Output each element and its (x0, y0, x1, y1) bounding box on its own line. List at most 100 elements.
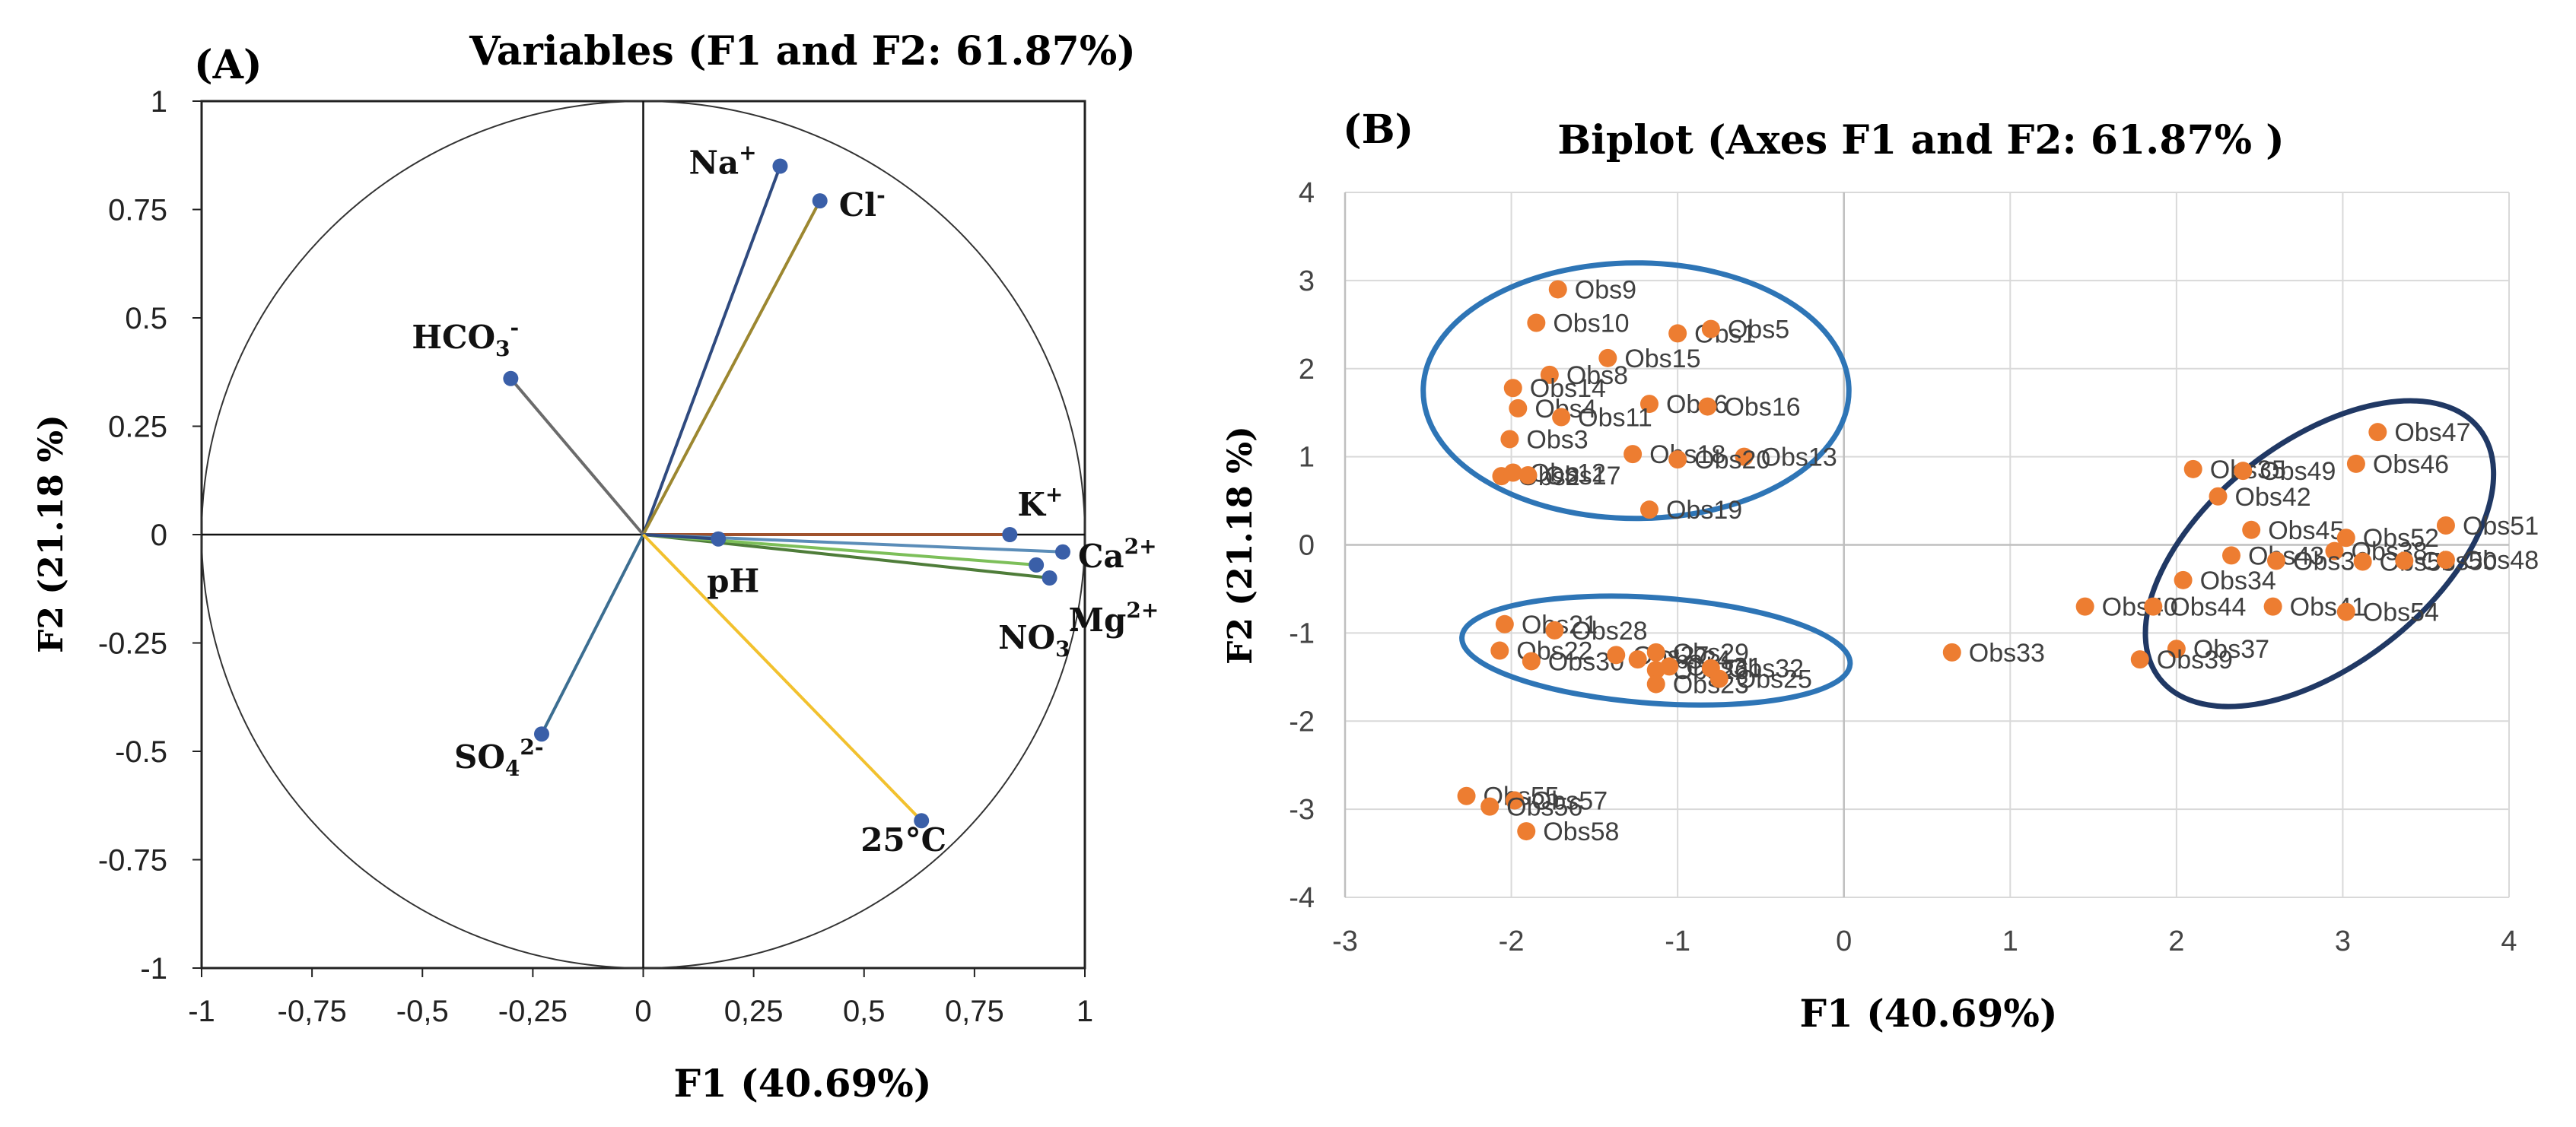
vector-ph (643, 533, 719, 541)
variable-label-t25: 25°C (860, 821, 946, 859)
point-obs13 (1735, 447, 1754, 466)
point-label-obs50: Obs50 (2421, 547, 2497, 576)
point-label-obs46: Obs46 (2373, 450, 2449, 479)
point-obs43 (2221, 546, 2240, 565)
point-obs48 (2436, 551, 2455, 570)
vector-mg (643, 533, 1050, 579)
panel-b-y-tick-label: 2 (1299, 354, 1315, 386)
point-obs40 (2075, 597, 2094, 616)
cluster-ellipse-lower-left (1459, 593, 1853, 708)
vector-cl (641, 200, 822, 535)
point-label-obs13: Obs13 (1761, 443, 1837, 472)
point-obs41 (2263, 597, 2282, 616)
panel-b-x-tick-label: 0 (1836, 925, 1852, 957)
point-obs36 (2267, 551, 2285, 570)
panel-a-y-tick-label: 0 (151, 519, 167, 552)
point-label-obs33: Obs33 (1969, 639, 2045, 668)
panel-a-y-axis-label: F2 (21.18 %) (32, 414, 71, 653)
vector-tip-so4 (533, 726, 549, 742)
panel-b-y-tick-label: -1 (1289, 617, 1315, 649)
point-label-obs40: Obs40 (2102, 593, 2178, 622)
point-label-obs42: Obs42 (2235, 483, 2311, 512)
point-obs29 (1646, 643, 1665, 662)
variable-label-na: Na+ (689, 141, 756, 182)
point-obs49 (2234, 462, 2253, 481)
point-label-obs18: Obs18 (1649, 440, 1725, 469)
point-obs58 (1517, 822, 1536, 841)
point-label-obs32: Obs32 (1728, 655, 1804, 684)
point-label-obs5: Obs5 (1728, 316, 1789, 344)
point-obs51 (2436, 516, 2455, 535)
point-label-obs34: Obs34 (2200, 567, 2276, 595)
vector-t25 (642, 533, 923, 822)
panel-a-y-tick-label: -1 (140, 952, 167, 986)
point-obs27 (1607, 646, 1626, 665)
variable-label-k: K+ (1017, 482, 1063, 523)
panel-b-x-tick-label: 4 (2501, 925, 2517, 957)
point-obs33 (1942, 643, 1961, 662)
point-obs38 (2325, 541, 2344, 560)
variable-label-cl: Cl- (839, 183, 886, 224)
point-label-obs57: Obs57 (1531, 787, 1608, 816)
point-obs5 (1701, 319, 1720, 338)
point-obs22 (1490, 641, 1509, 660)
point-label-obs44: Obs44 (2170, 593, 2246, 622)
panel-b-x-tick-label: -1 (1665, 925, 1690, 957)
point-obs37 (2167, 640, 2186, 659)
point-label-obs54: Obs54 (2363, 598, 2439, 627)
point-obs50 (2395, 551, 2414, 570)
point-label-obs9: Obs9 (1575, 275, 1636, 304)
point-label-obs3: Obs3 (1526, 425, 1588, 454)
panel-a-x-tick-label: 0,75 (945, 995, 1004, 1028)
panel-a-y-tick-label: -0.25 (98, 627, 167, 661)
point-label-obs43: Obs43 (2248, 541, 2324, 570)
point-obs55 (1457, 786, 1476, 805)
point-label-obs52: Obs52 (2363, 524, 2439, 553)
variable-label-so4: SO42- (454, 735, 544, 781)
panel-a-x-tick-label: 0 (634, 995, 651, 1028)
vector-hco3 (509, 377, 645, 536)
panel-a-x-tick-label: -0,75 (278, 995, 347, 1028)
point-obs15 (1598, 348, 1617, 367)
panel-b-x-tick-label: -2 (1499, 925, 1525, 957)
variable-label-mg: Mg2+ (1069, 598, 1159, 639)
point-obs31 (1660, 657, 1679, 676)
variable-label-no3: NO3- (998, 615, 1079, 662)
panel-b-y-tick-label: 4 (1299, 177, 1315, 209)
panel-b-x-axis-label: F1 (40.69%) (1799, 991, 2057, 1036)
point-label-obs10: Obs10 (1553, 309, 1629, 338)
point-label-obs49: Obs49 (2260, 457, 2336, 486)
panel-b-label: (B) (1343, 106, 1414, 153)
point-obs20 (1668, 450, 1687, 469)
point-label-obs47: Obs47 (2394, 418, 2470, 447)
panel-b-x-tick-label: 1 (2002, 925, 2018, 957)
point-label-obs19: Obs19 (1666, 496, 1742, 525)
panel-a-y-tick-label: 0.5 (125, 302, 167, 335)
vector-tip-ph (711, 531, 727, 547)
variable-label-ph: pH (707, 563, 759, 600)
panel-a-correlation-circle: (A) Variables (F1 and F2: 61.87%) F1 (40… (32, 28, 1159, 1106)
point-label-obs14: Obs14 (1530, 374, 1606, 403)
panel-b-ticks: -3 -2 -1 0 1 2 3 4 4 3 2 1 0 -1 -2 -3 -4 (1289, 177, 2517, 957)
point-obs14 (1503, 379, 1522, 398)
point-obs6 (1639, 395, 1658, 414)
point-label-obs39: Obs39 (2157, 646, 2233, 675)
panel-a-x-tick-label: 1 (1077, 995, 1093, 1028)
panel-b-y-tick-label: -2 (1289, 706, 1315, 738)
point-obs8 (1540, 365, 1559, 384)
panel-b-title: Biplot (Axes F1 and F2: 61.87% ) (1557, 117, 2285, 163)
vector-tip-cl (812, 193, 828, 209)
panel-a-y-tick-label: -0.75 (98, 844, 167, 878)
point-label-obs45: Obs45 (2268, 516, 2344, 545)
point-label-obs20: Obs20 (1694, 446, 1770, 475)
point-obs42 (2209, 487, 2228, 506)
point-label-obs16: Obs16 (1724, 393, 1800, 422)
vector-tip-na (772, 158, 788, 174)
panel-b-y-tick-label: 3 (1299, 265, 1315, 297)
panel-a-plot-area: Na+ Cl- HCO3- K+ Ca2+ Mg2+NO3- pH SO42- 25°C (200, 100, 1159, 970)
point-obs4 (1509, 398, 1528, 417)
point-obs47 (2368, 423, 2387, 442)
point-obs3 (1500, 430, 1519, 449)
